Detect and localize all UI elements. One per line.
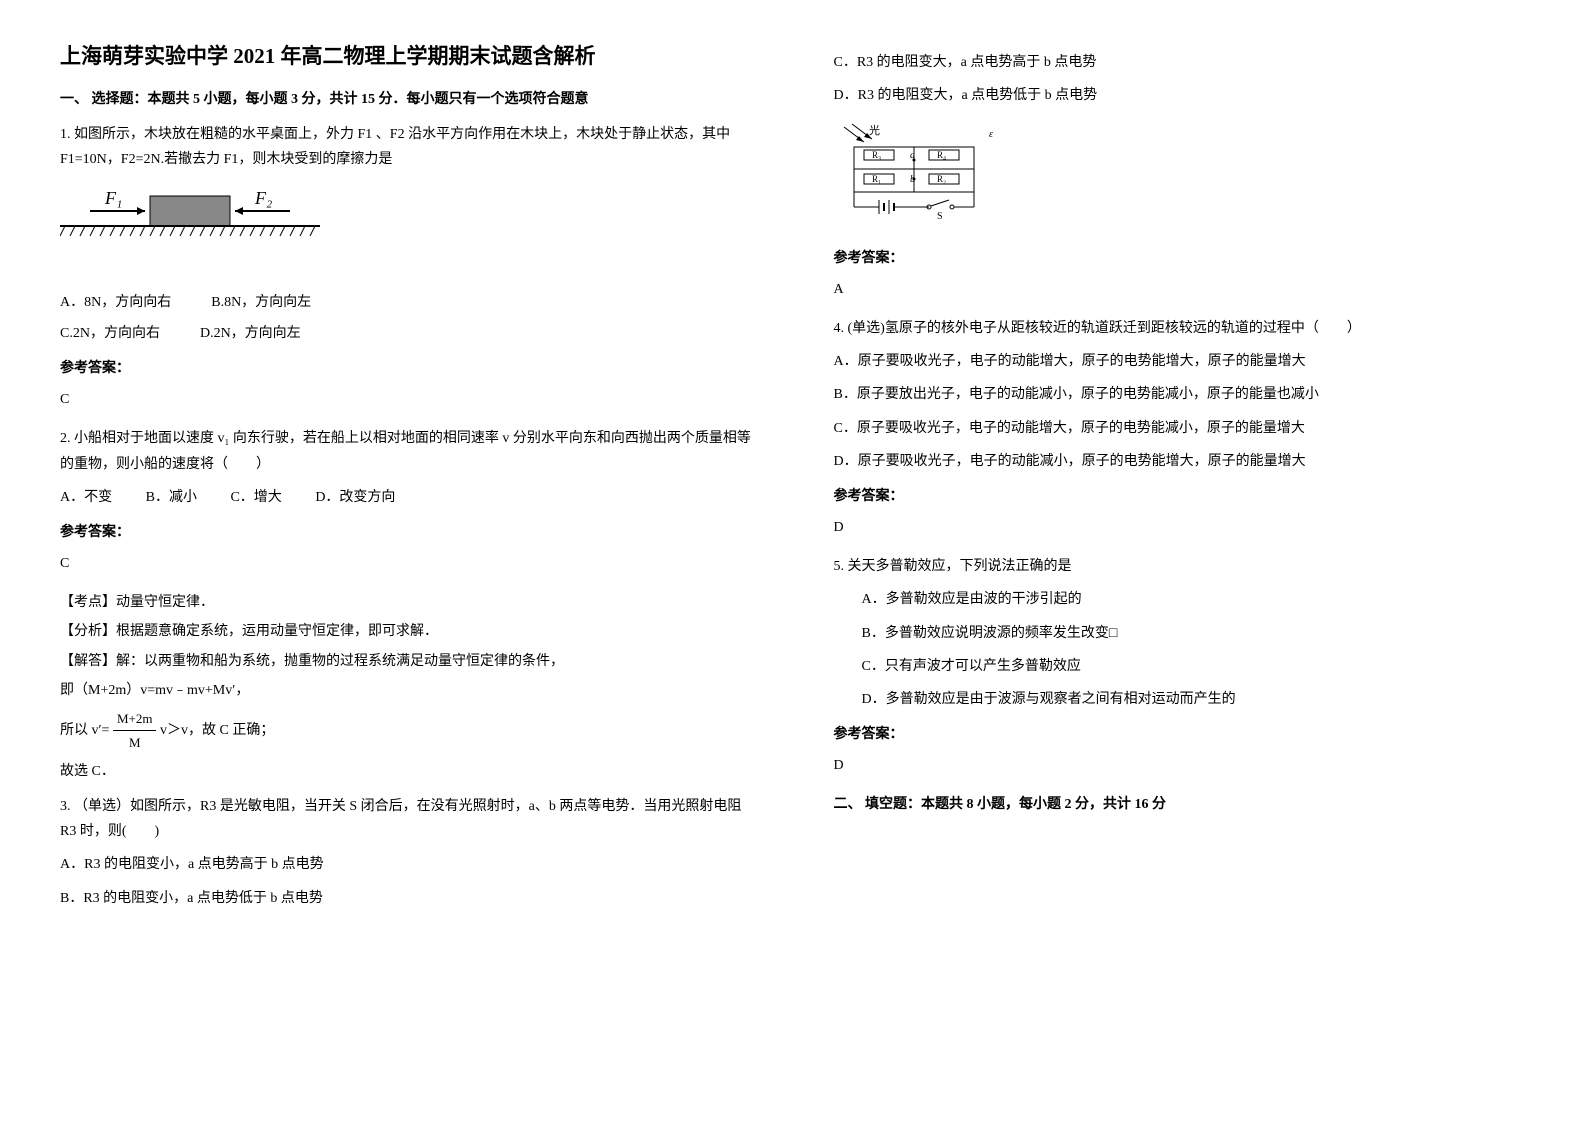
question-4: 4. (单选)氢原子的核外电子从距核较近的轨道跃迁到距核较远的轨道的过程中（ ）… (834, 316, 1528, 540)
page-container: 上海萌芽实验中学 2021 年高二物理上学期期末试题含解析 一、 选择题：本题共… (60, 40, 1527, 921)
q2-explain-2: 【分析】根据题意确定系统，运用动量守恒定律，即可求解． (60, 619, 754, 644)
q3-opt-b: B．R3 的电阻变小，a 点电势低于 b 点电势 (60, 886, 754, 911)
q2-text: 2. 小船相对于地面以速度 v₁ 向东行驶，若在船上以相对地面的相同速率 v 分… (60, 426, 754, 476)
switch-arm (931, 200, 949, 206)
question-2: 2. 小船相对于地面以速度 v₁ 向东行驶，若在船上以相对地面的相同速率 v 分… (60, 426, 754, 784)
q4-opt-d: D．原子要吸收光子，电子的动能减小，原子的电势能增大，原子的能量增大 (834, 449, 1528, 474)
eps-label: ε (989, 129, 993, 140)
q4-opt-b: B．原子要放出光子，电子的动能减小，原子的电势能减小，原子的能量也减小 (834, 382, 1528, 407)
q1-options-row1: A．8N，方向向右 B.8N，方向向左 (60, 290, 754, 315)
f2-arrow-head (235, 207, 243, 215)
section-1-header: 一、 选择题：本题共 5 小题，每小题 3 分，共计 15 分．每小题只有一个选… (60, 88, 754, 108)
s-label: S (937, 211, 943, 222)
r3-label: R₃ (872, 150, 881, 160)
q1-opt-b: B.8N，方向向左 (211, 290, 311, 315)
r4-label: R₄ (937, 150, 946, 160)
q2-opt-a: A．不变 (60, 490, 112, 505)
q3-opt-d: D．R3 的电阻变大，a 点电势低于 b 点电势 (834, 83, 1528, 108)
q3-opt-a: A．R3 的电阻变小，a 点电势高于 b 点电势 (60, 852, 754, 877)
q1-answer-label: 参考答案： (60, 356, 754, 381)
q2-formula-frac: M+2m M (113, 707, 157, 755)
q2-explain-3: 【解答】解：以两重物和船为系统，抛重物的过程系统满足动量守恒定律的条件， (60, 649, 754, 674)
question-3-cont: C．R3 的电阻变大，a 点电势高于 b 点电势 D．R3 的电阻变大，a 点电… (834, 50, 1528, 302)
q3-text: 3. （单选）如图所示，R3 是光敏电阻，当开关 S 闭合后，在没有光照射时，a… (60, 794, 754, 844)
q2-formula-num: M+2m (113, 707, 157, 731)
r2-label: R₂ (937, 174, 946, 184)
q2-formula-suffix: v＞v，故 C 正确； (160, 723, 274, 738)
q5-opt-c: C．只有声波才可以产生多普勒效应 (862, 654, 1528, 679)
q2-opt-b: B．减小 (146, 490, 197, 505)
q1-opt-d: D.2N，方向向左 (200, 321, 301, 346)
q2-explain-5: 所以 v′= M+2m M v＞v，故 C 正确； (60, 707, 754, 755)
ground-hatch (60, 226, 315, 236)
q4-opt-c: C．原子要吸收光子，电子的动能增大，原子的电势能减小，原子的能量增大 (834, 416, 1528, 441)
b-dot (912, 178, 915, 181)
r1-label: R₁ (872, 174, 881, 184)
q4-answer: D (834, 515, 1528, 540)
q5-opt-a: A．多普勒效应是由波的干涉引起的 (862, 587, 1528, 612)
q5-answer: D (834, 753, 1528, 778)
q4-answer-label: 参考答案： (834, 484, 1528, 509)
question-1: 1. 如图所示，木块放在粗糙的水平桌面上，外力 F1 、F2 沿水平方向作用在木… (60, 122, 754, 412)
q3-answer-label: 参考答案： (834, 246, 1528, 271)
f2-label: F₂ (254, 188, 272, 208)
switch-node2 (950, 205, 954, 209)
q2-formula-prefix: 所以 v′= (60, 723, 113, 738)
q1-opt-a: A．8N，方向向右 (60, 290, 171, 315)
q2-options: A．不变 B．减小 C．增大 D．改变方向 (60, 485, 754, 510)
q2-explain-4: 即（M+2m）v=mv﹣mv+Mv′， (60, 678, 754, 703)
q2-explain-6: 故选 C． (60, 759, 754, 784)
q1-diagram: F₁ F₂ (60, 186, 754, 275)
left-column: 上海萌芽实验中学 2021 年高二物理上学期期末试题含解析 一、 选择题：本题共… (60, 40, 754, 921)
q1-diagram-svg: F₁ F₂ (60, 186, 320, 266)
q5-opt-b: B．多普勒效应说明波源的频率发生改变□ (862, 621, 1528, 646)
f1-arrow-head (137, 207, 145, 215)
q3-diagram: 光 R₃ R₄ a R₁ (834, 122, 1528, 231)
q3-diagram-svg: 光 R₃ R₄ a R₁ (834, 122, 1034, 222)
q2-opt-c: C．增大 (230, 490, 281, 505)
q4-text: 4. (单选)氢原子的核外电子从距核较近的轨道跃迁到距核较远的轨道的过程中（ ） (834, 316, 1528, 341)
f1-label: F₁ (104, 188, 122, 208)
section-2-header: 二、 填空题：本题共 8 小题，每小题 2 分，共计 16 分 (834, 793, 1528, 813)
a-dot (912, 159, 915, 162)
light-label: 光 (869, 123, 880, 137)
q1-text: 1. 如图所示，木块放在粗糙的水平桌面上，外力 F1 、F2 沿水平方向作用在木… (60, 122, 754, 172)
q2-answer-label: 参考答案： (60, 520, 754, 545)
q1-options-row2: C.2N，方向向右 D.2N，方向向左 (60, 321, 754, 346)
q1-answer: C (60, 387, 754, 412)
q2-explain-1: 【考点】动量守恒定律． (60, 590, 754, 615)
right-column: C．R3 的电阻变大，a 点电势高于 b 点电势 D．R3 的电阻变大，a 点电… (834, 40, 1528, 921)
q3-answer: A (834, 277, 1528, 302)
q2-answer: C (60, 551, 754, 576)
q1-opt-c: C.2N，方向向右 (60, 321, 160, 346)
q2-opt-d: D．改变方向 (315, 490, 395, 505)
q5-answer-label: 参考答案： (834, 722, 1528, 747)
question-3: 3. （单选）如图所示，R3 是光敏电阻，当开关 S 闭合后，在没有光照射时，a… (60, 794, 754, 911)
block-shape (150, 196, 230, 226)
question-5: 5. 关天多普勒效应，下列说法正确的是 A．多普勒效应是由波的干涉引起的 B．多… (834, 554, 1528, 778)
q5-opt-d: D．多普勒效应是由于波源与观察者之间有相对运动而产生的 (862, 687, 1528, 712)
document-title: 上海萌芽实验中学 2021 年高二物理上学期期末试题含解析 (60, 40, 754, 70)
q2-formula-den: M (113, 731, 157, 754)
q3-opt-c: C．R3 的电阻变大，a 点电势高于 b 点电势 (834, 50, 1528, 75)
q5-text: 5. 关天多普勒效应，下列说法正确的是 (834, 554, 1528, 579)
q4-opt-a: A．原子要吸收光子，电子的动能增大，原子的电势能增大，原子的能量增大 (834, 349, 1528, 374)
